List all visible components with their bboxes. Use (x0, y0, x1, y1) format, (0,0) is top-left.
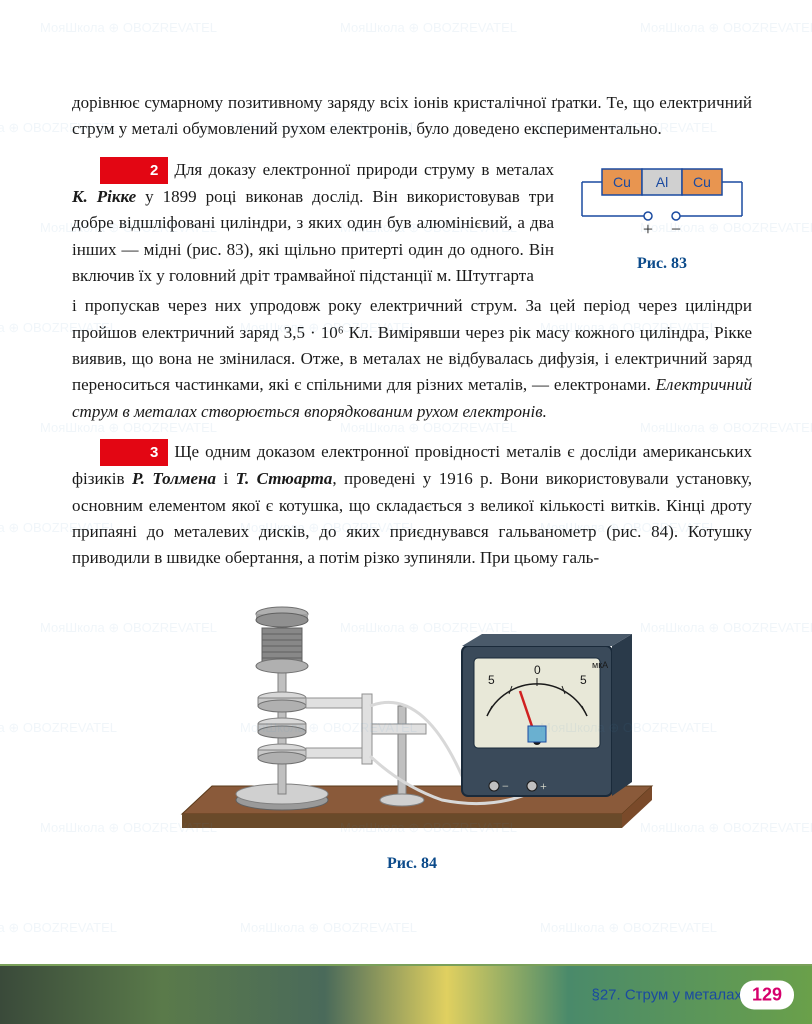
section-2-cont: і пропускав через них упродовж року елек… (72, 293, 752, 425)
svg-text:0: 0 (534, 663, 541, 677)
footer-strip: §27. Струм у металах 129 (0, 964, 812, 1024)
svg-text:−: − (671, 219, 681, 239)
svg-text:+: + (540, 779, 547, 793)
section-2-badge: 2 (100, 157, 168, 184)
figure-83: Cu Al Cu + − Рис. 83 (572, 157, 752, 290)
paragraph-1: дорівнює сумарному позитивному заряду вс… (72, 90, 752, 143)
section-3: 3Ще одним доказом електронної провідност… (72, 439, 752, 572)
svg-text:+: + (643, 219, 653, 239)
svg-text:Cu: Cu (693, 174, 711, 190)
fig84-svg: 5 0 5 мкА − + (162, 586, 662, 846)
s3-bold-a: Р. Толмена (132, 469, 216, 488)
svg-text:мкА: мкА (592, 660, 608, 670)
svg-text:5: 5 (488, 673, 495, 687)
svg-text:5: 5 (580, 673, 587, 687)
fig84-caption: Рис. 84 (72, 855, 752, 873)
svg-text:−: − (502, 779, 509, 793)
s2-bold-a: К. Рікке (72, 187, 136, 206)
section-2-text: 2 Для доказу електронної природи струму в… (72, 157, 554, 290)
s2-text-c: і пропускав через них упродовж року елек… (72, 296, 752, 394)
svg-text:Al: Al (656, 174, 668, 190)
section-2-wrap: 2 Для доказу електронної природи струму в… (72, 157, 752, 290)
s2-text-b: у 1899 році виконав дослід. Він використ… (72, 187, 554, 285)
svg-text:Cu: Cu (613, 174, 631, 190)
fig83-svg: Cu Al Cu + − (572, 161, 752, 251)
page-content: дорівнює сумарному позитивному заряду вс… (0, 0, 812, 873)
section-3-badge: 3 (100, 439, 168, 466)
s3-text-b: і (216, 469, 236, 488)
figure-84-wrap: 5 0 5 мкА − + Рис. 84 (72, 586, 752, 873)
s2-text-a: Для доказу електронної природи струму в … (174, 160, 554, 179)
disk-stack (258, 692, 306, 764)
footer-section: §27. Струм у металах (591, 987, 742, 1004)
figure-84: 5 0 5 мкА − + (162, 586, 662, 846)
s3-bold-b: Т. Стюарта (236, 469, 333, 488)
page-number: 129 (740, 981, 794, 1010)
fig83-caption: Рис. 83 (572, 255, 752, 273)
